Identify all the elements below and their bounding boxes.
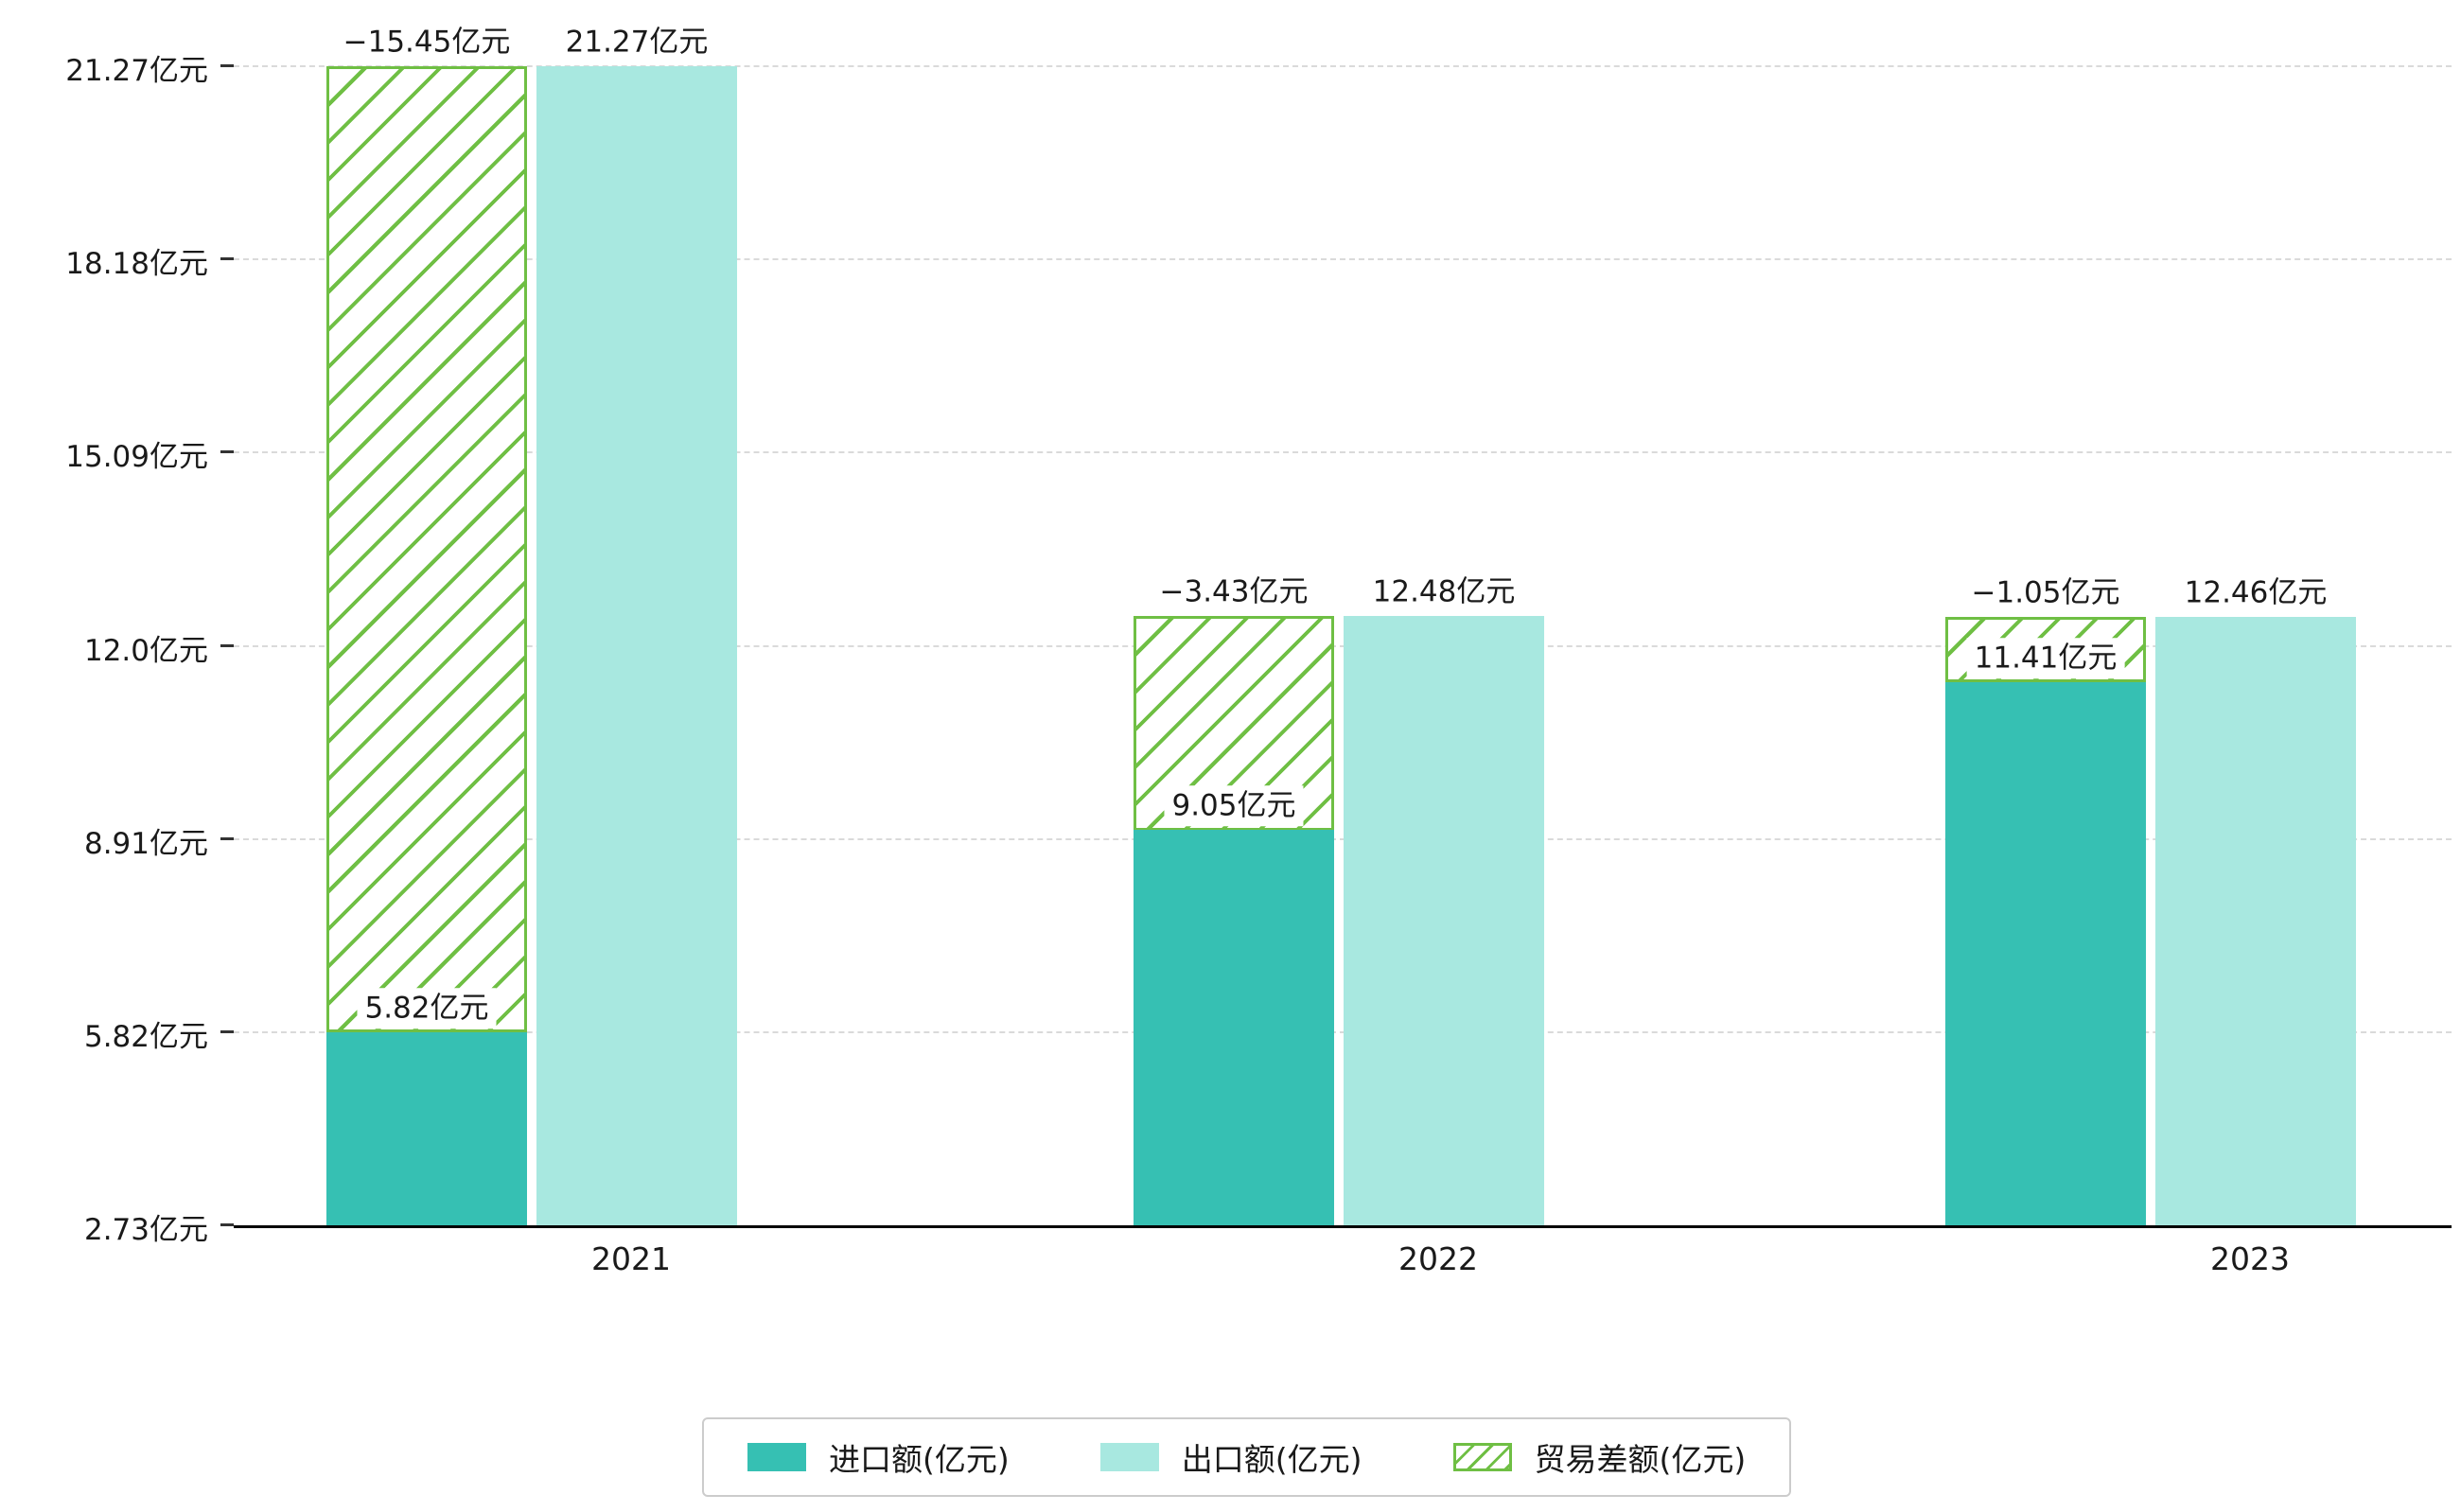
- x-tick-label: 2023: [2210, 1240, 2290, 1277]
- trade-balance-bar: [326, 66, 527, 1032]
- y-tick-mark: [220, 1030, 234, 1033]
- export-bar: [2155, 617, 2356, 1225]
- import-color-swatch: [747, 1443, 806, 1471]
- gridline: [234, 645, 2452, 647]
- trade-balance-value-label: −15.45亿元: [335, 22, 519, 62]
- export-value-label: 12.46亿元: [2176, 572, 2335, 613]
- gridline: [234, 451, 2452, 453]
- legend-label-balance: 贸易差额(亿元): [1534, 1441, 1747, 1478]
- y-tick-label: 8.91亿元: [83, 827, 208, 861]
- y-tick-label: 5.82亿元: [83, 1020, 208, 1054]
- trade-balance-value-label: −3.43亿元: [1151, 571, 1316, 612]
- y-tick-mark: [220, 64, 234, 67]
- y-tick-label: 2.73亿元: [83, 1213, 208, 1247]
- import-value-label: 11.41亿元: [1966, 638, 2125, 678]
- balance-hatch-swatch: [1452, 1443, 1512, 1471]
- import-bar: [1945, 682, 2146, 1225]
- y-tick-mark: [220, 450, 234, 453]
- y-tick-mark: [220, 644, 234, 647]
- export-value-label: 12.48亿元: [1364, 571, 1523, 612]
- export-value-label: 21.27亿元: [557, 22, 716, 62]
- import-bar: [1134, 830, 1334, 1225]
- import-value-label: 9.05亿元: [1164, 785, 1304, 826]
- y-tick-mark: [220, 837, 234, 840]
- gridline: [234, 838, 2452, 840]
- trade-balance-bar: [1134, 616, 1334, 831]
- y-tick-label: 12.0亿元: [83, 634, 208, 668]
- x-tick-label: 2021: [591, 1240, 671, 1277]
- trade-balance-value-label: −1.05亿元: [1963, 572, 2128, 613]
- export-bar: [1344, 616, 1544, 1225]
- y-tick-label: 15.09亿元: [65, 440, 208, 474]
- import-bar: [326, 1032, 527, 1225]
- export-color-swatch: [1099, 1443, 1159, 1471]
- legend: 进口额(亿元) 出口额(亿元) 贸易差额(亿元): [702, 1417, 1792, 1497]
- legend-item-balance: 贸易差额(亿元): [1452, 1434, 1747, 1480]
- y-tick-mark: [220, 1223, 234, 1226]
- legend-label-export: 出口额(亿元): [1181, 1441, 1362, 1478]
- y-tick-label: 18.18亿元: [65, 247, 208, 281]
- gridline: [234, 258, 2452, 260]
- import-value-label: 5.82亿元: [357, 988, 497, 1029]
- x-tick-label: 2022: [1398, 1240, 1478, 1277]
- y-tick-label: 21.27亿元: [65, 54, 208, 88]
- legend-item-export: 出口额(亿元): [1099, 1434, 1362, 1480]
- gridline: [234, 1031, 2452, 1033]
- export-bar: [536, 66, 737, 1225]
- legend-item-import: 进口额(亿元): [747, 1434, 1010, 1480]
- legend-label-import: 进口额(亿元): [829, 1441, 1010, 1478]
- x-axis-line: [234, 1225, 2452, 1228]
- y-tick-mark: [220, 257, 234, 260]
- gridline: [234, 65, 2452, 67]
